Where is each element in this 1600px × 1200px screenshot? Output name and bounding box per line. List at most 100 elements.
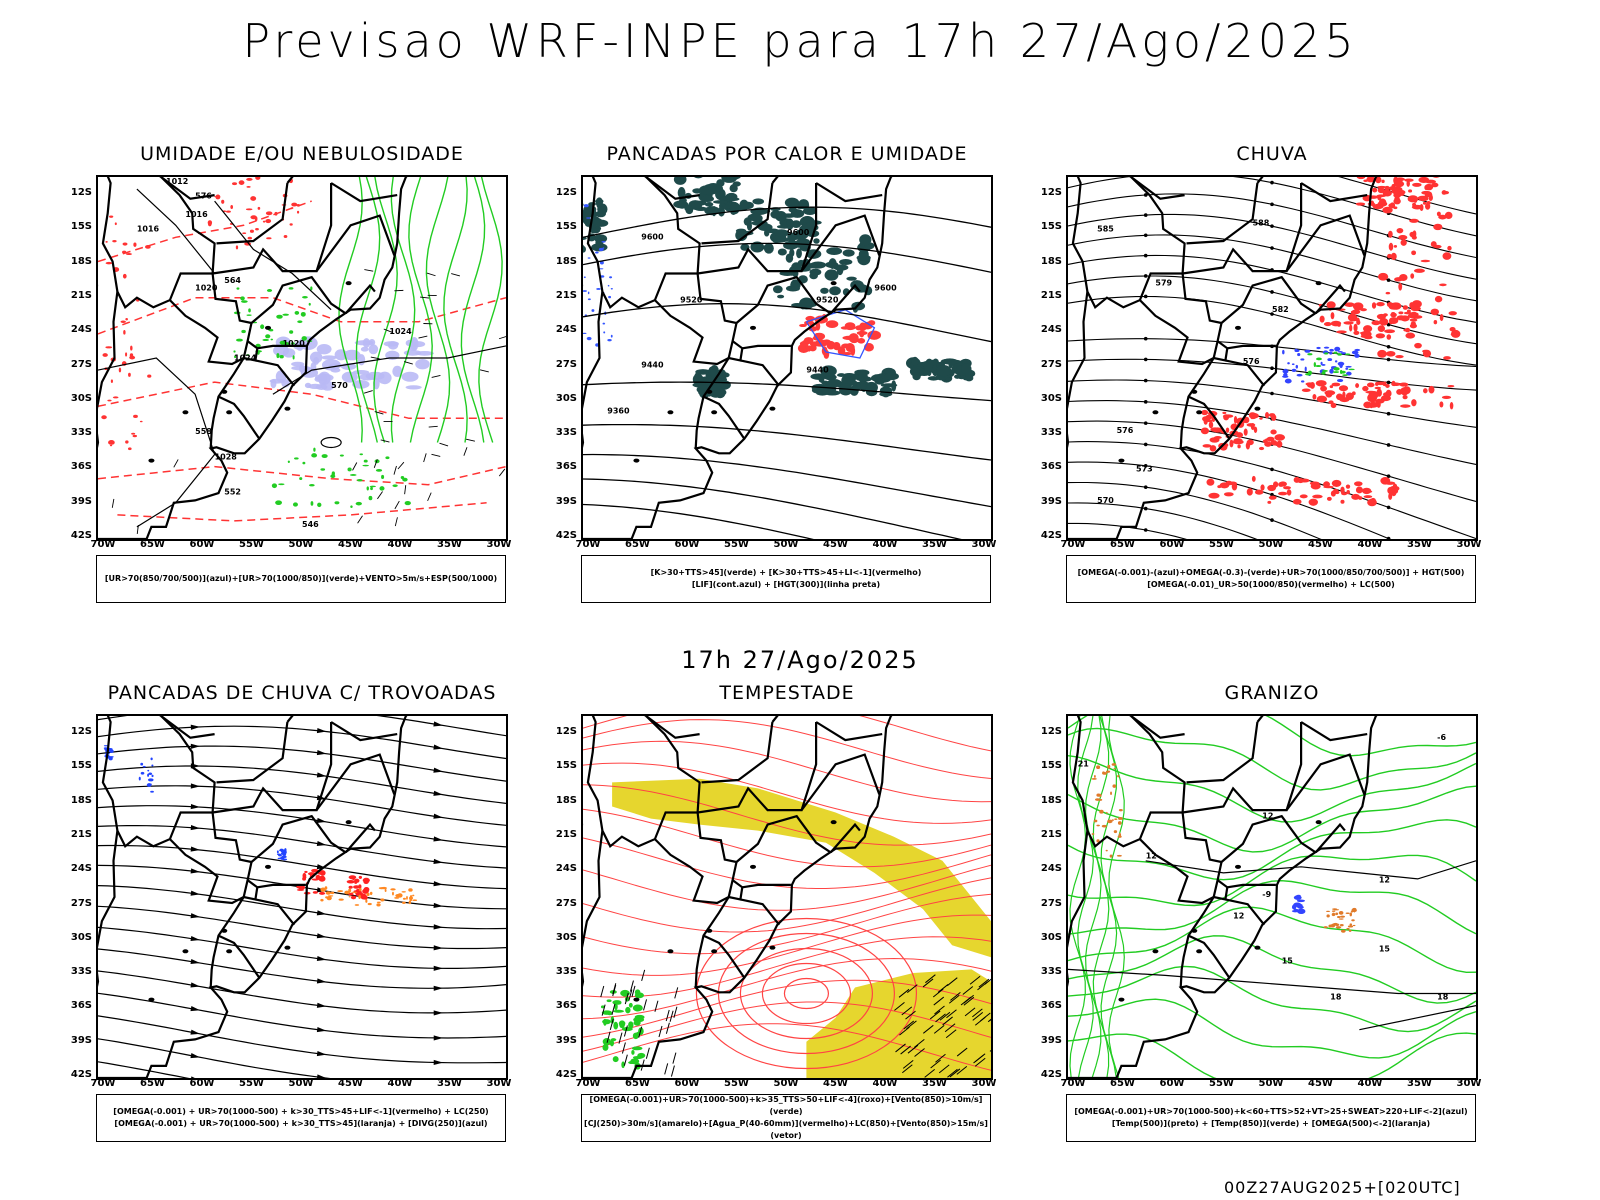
contour-label: 582	[1272, 305, 1289, 314]
contour-label: 9520	[680, 295, 703, 304]
lat-tick-label: 42S	[70, 530, 92, 541]
lon-tick-label: 50W	[288, 539, 314, 550]
lat-tick-label: 36S	[555, 1000, 577, 1012]
lon-tick-label: 35W	[1407, 1078, 1432, 1089]
lon-tick-label: 50W	[1258, 1078, 1284, 1089]
lat-tick-label: 15S	[70, 221, 92, 233]
lat-tick-label: 27S	[70, 897, 92, 909]
lat-tick-label: 21S	[1040, 828, 1062, 840]
contour-label: 21	[1078, 760, 1090, 769]
lat-tick-label: 12S	[70, 187, 92, 198]
lat-tick-label: 15S	[1040, 221, 1062, 233]
contour-label: 579	[1155, 279, 1172, 288]
panel-title: GRANIZO	[1224, 682, 1320, 704]
lon-tick-label: 45W	[1308, 539, 1333, 550]
lon-tick-label: 35W	[922, 1078, 947, 1089]
contour-label: 9600	[641, 233, 664, 242]
lat-tick-label: 15S	[70, 760, 92, 772]
lat-tick-label: 21S	[555, 828, 577, 840]
map-graphic: 588 582 576 573 570 585 579 576	[1068, 177, 1476, 539]
lat-tick-label: 27S	[1040, 897, 1062, 909]
lon-tick-label: 70W	[575, 539, 601, 550]
lat-tick-label: 27S	[555, 358, 577, 370]
lon-tick-label: 65W	[1110, 539, 1135, 550]
map-graphic: 12 12 12 12 15 15 18 18 21 -9 -6	[1068, 716, 1476, 1078]
legend-line: [LIF](cont.azul) + [HGT(300)](linha pret…	[691, 580, 881, 589]
contour-label: -6	[1437, 733, 1446, 742]
lat-tick-label: 18S	[555, 794, 577, 806]
map-umidade: 1012 1016 1020 1024 1028 1016 1020 1024 570 576 56…	[96, 175, 508, 541]
contour-label: 585	[1097, 224, 1114, 233]
map-graphic: 1012101610201024102810161020102457057656…	[98, 177, 506, 539]
contour-label: 12	[1262, 812, 1273, 821]
lon-tick-label: 55W	[1209, 1078, 1234, 1089]
map-pancadas-calor: 9600 9520 9440 9360 9600 9520 9440 9600	[581, 175, 993, 541]
lat-tick-label: 18S	[555, 255, 577, 267]
lon-tick-label: 65W	[625, 1078, 650, 1089]
panel-title: TEMPESTADE	[719, 682, 855, 704]
forecast-time-label: 17h 27/Ago/2025	[681, 646, 919, 674]
lat-tick-label: 12S	[555, 726, 577, 737]
lat-tick-label: 42S	[555, 1069, 577, 1080]
lat-tick-label: 30S	[1040, 931, 1062, 943]
contour-label: 1028	[215, 452, 238, 461]
lat-tick-label: 33S	[70, 966, 92, 978]
contour-label: 18	[1330, 993, 1342, 1002]
contour-label: 570	[1097, 496, 1114, 505]
contour-label: 9520	[816, 295, 839, 304]
lon-tick-label: 40W	[872, 1078, 898, 1089]
lon-tick-label: 65W	[140, 1078, 165, 1089]
map-tempestade	[581, 714, 993, 1080]
lat-tick-label: 39S	[1040, 495, 1062, 507]
contour-label: 1024	[389, 327, 412, 336]
panel-title: PANCADAS POR CALOR E UMIDADE	[606, 143, 968, 165]
lon-tick-label: 60W	[1159, 539, 1185, 550]
lat-tick-label: 42S	[555, 530, 577, 541]
lat-tick-label: 36S	[555, 461, 577, 473]
lat-tick-label: 33S	[1040, 966, 1062, 978]
lon-tick-label: 40W	[1357, 539, 1383, 550]
lat-tick-label: 12S	[555, 187, 577, 198]
lon-tick-label: 40W	[387, 1078, 413, 1089]
lat-tick-label: 36S	[70, 1000, 92, 1012]
lon-tick-label: 60W	[189, 539, 215, 550]
lat-tick-label: 30S	[555, 392, 577, 404]
contour-label: 12	[1146, 851, 1157, 860]
legend-line: [UR>70(850/700/500)](azul)+[UR>70(1000/8…	[104, 574, 498, 583]
lat-tick-label: 27S	[555, 897, 577, 909]
lon-tick-label: 65W	[625, 539, 650, 550]
lon-tick-label: 45W	[338, 1078, 363, 1089]
lat-tick-label: 18S	[1040, 794, 1062, 806]
lat-tick-label: 18S	[1040, 255, 1062, 267]
lon-tick-label: 35W	[922, 539, 947, 550]
legend-line: [K>30+TTS>45](verde) + [K>30+TTS>45+LI<-…	[650, 568, 922, 577]
panel-legend: [OMEGA(-0.001)+UR>70(1000-500)+k<60+TTS>…	[1066, 1094, 1476, 1142]
contour-label: 564	[224, 276, 241, 285]
contour-label: 552	[224, 487, 241, 496]
lat-tick-label: 30S	[70, 392, 92, 404]
contour-label: 12	[1233, 912, 1244, 921]
lat-tick-label: 33S	[555, 427, 577, 439]
contour-label: 546	[302, 520, 319, 529]
lon-tick-label: 60W	[1159, 1078, 1185, 1089]
lat-tick-label: 30S	[1040, 392, 1062, 404]
lat-tick-label: 39S	[555, 495, 577, 507]
legend-line: [OMEGA(-0.001) + UR>70(1000-500) + k>30_…	[113, 1107, 489, 1116]
lat-tick-label: 15S	[555, 760, 577, 772]
lon-tick-label: 30W	[1456, 1078, 1482, 1089]
lon-tick-label: 30W	[486, 539, 512, 550]
lon-tick-label: 70W	[90, 539, 116, 550]
lon-tick-label: 35W	[1407, 539, 1432, 550]
contour-label: 9440	[806, 365, 829, 374]
lat-tick-label: 36S	[70, 461, 92, 473]
lat-tick-label: 27S	[70, 358, 92, 370]
lon-tick-label: 55W	[1209, 539, 1234, 550]
run-code: 00Z27AUG2025+[020UTC]	[1224, 1178, 1461, 1197]
legend-line: [Temp(500)](preto) + [Temp(850)](verde) …	[1111, 1119, 1431, 1128]
lon-tick-label: 60W	[674, 539, 700, 550]
contour-label: 9440	[641, 361, 664, 370]
lon-tick-label: 45W	[1308, 1078, 1333, 1089]
lat-tick-label: 12S	[1040, 726, 1062, 737]
lon-tick-label: 55W	[724, 1078, 749, 1089]
